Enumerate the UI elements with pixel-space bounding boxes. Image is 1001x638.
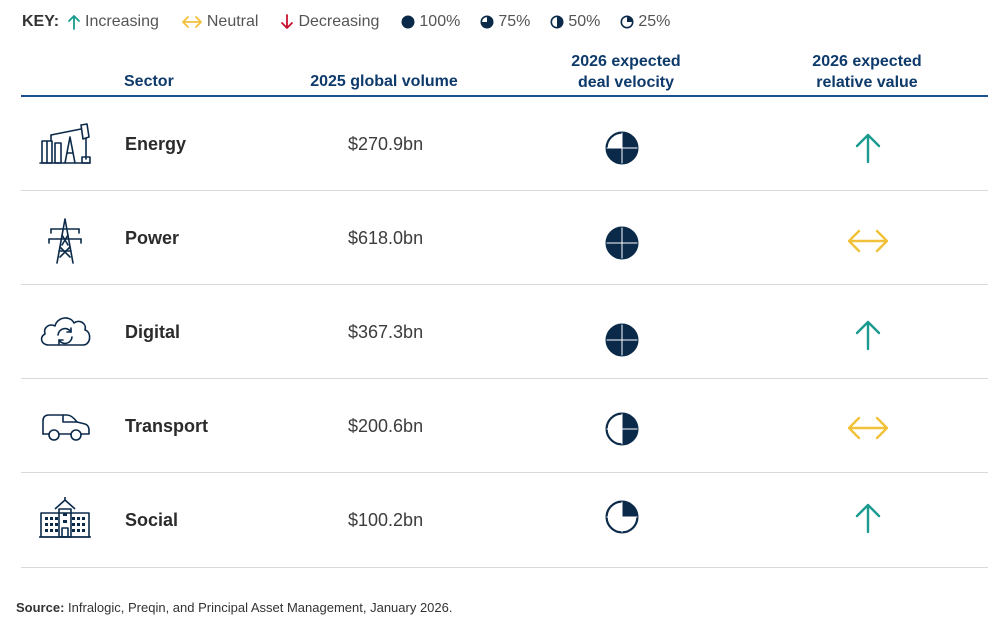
- sector-name: Social: [125, 510, 179, 530]
- pie-100-icon: [401, 15, 415, 29]
- volume-value: $200.6bn: [348, 416, 424, 436]
- header-velocity: 2026 expected deal velocity: [546, 51, 706, 93]
- relative-value-arrow: [855, 320, 881, 351]
- key-item-neutral: Neutral: [181, 13, 259, 31]
- pie-dividers: [606, 324, 638, 356]
- volume-value: $270.9bn: [348, 134, 424, 154]
- header-value-line2: relative value: [816, 74, 918, 91]
- row-divider: [21, 284, 988, 285]
- relative-value-arrow: [847, 229, 889, 253]
- arrow-up-icon: [855, 320, 881, 351]
- source-label: Source:: [16, 600, 65, 615]
- header-sector: Sector: [124, 73, 174, 90]
- key-item-75: 75%: [480, 13, 530, 31]
- row-divider: [21, 378, 988, 379]
- power-pylon-icon: [48, 218, 82, 264]
- arrow-left-right-icon: [181, 16, 202, 28]
- volume-value: $367.3bn: [348, 322, 424, 342]
- arrow-up-icon: [855, 503, 881, 534]
- header-relative-value: 2026 expected relative value: [787, 51, 947, 93]
- sector-name: Power: [125, 228, 180, 248]
- key-item-25: 25%: [620, 13, 670, 31]
- pie-dividers: [606, 501, 638, 533]
- pie-ring: [401, 15, 415, 29]
- header-rule: [21, 95, 988, 97]
- key-label-50: 50%: [568, 13, 601, 30]
- velocity-pie: [605, 226, 639, 260]
- pie-dividers: [606, 227, 638, 259]
- legend-key: KEY: Increasing Neutral Decreasing 100% …: [22, 11, 690, 33]
- pie-25-icon: [620, 15, 634, 29]
- sector-name: Digital: [125, 322, 181, 342]
- row-divider: [21, 472, 988, 473]
- arrow-left-right-icon: [847, 229, 889, 253]
- volume-value: $100.2bn: [348, 510, 424, 530]
- key-title: KEY:: [22, 13, 60, 30]
- building-icon: [39, 497, 91, 538]
- key-item-decreasing: Decreasing: [280, 13, 379, 31]
- velocity-pie: [605, 323, 639, 357]
- key-item-increasing: Increasing: [67, 13, 159, 31]
- key-label-increasing: Increasing: [85, 13, 159, 30]
- row-divider: [21, 567, 988, 568]
- cloud-sync-icon: [40, 317, 91, 346]
- table-row-energy: Energy $270.9bn: [21, 97, 988, 191]
- key-label-100: 100%: [419, 13, 461, 30]
- relative-value-arrow: [847, 416, 889, 440]
- arrow-up-icon: [855, 133, 881, 164]
- table-row-transport: Transport $200.6bn: [21, 379, 988, 473]
- sector-name: Transport: [125, 416, 209, 436]
- source-text: Infralogic, Preqin, and Principal Asset …: [68, 600, 453, 615]
- table-row-social: Social $100.2bn: [21, 473, 988, 568]
- pie-50-icon: [550, 15, 564, 29]
- key-item-100: 100%: [401, 13, 460, 31]
- key-label-decreasing: Decreasing: [298, 13, 380, 30]
- volume-value: $618.0bn: [348, 228, 424, 248]
- velocity-pie: [605, 412, 639, 446]
- pie-dividers: [606, 413, 638, 445]
- key-item-50: 50%: [550, 13, 600, 31]
- header-velocity-line2: deal velocity: [577, 74, 675, 91]
- pie-wedge: [557, 16, 564, 28]
- arrow-left-right-icon: [847, 416, 889, 440]
- table-row-power: Power $618.0bn: [21, 191, 988, 285]
- arrow-down-icon: [281, 14, 294, 29]
- header-velocity-line1: 2026 expected: [571, 53, 681, 70]
- pie-wedge: [627, 16, 634, 22]
- key-label-75: 75%: [498, 13, 531, 30]
- velocity-pie: [605, 131, 639, 165]
- pie-75-icon: [480, 15, 494, 29]
- header-value-line1: 2026 expected: [812, 53, 922, 70]
- arrow-up-icon: [68, 15, 80, 30]
- relative-value-arrow: [855, 503, 881, 534]
- key-label-neutral: Neutral: [206, 13, 259, 30]
- header-volume: 2025 global volume: [310, 73, 458, 90]
- pie-wedge: [481, 16, 494, 28]
- sector-name: Energy: [125, 134, 187, 154]
- velocity-pie: [605, 500, 639, 534]
- source-note: Source: Infralogic, Preqin, and Principa…: [16, 600, 452, 615]
- pie-dividers: [606, 132, 638, 164]
- row-divider: [21, 190, 988, 191]
- table-row-digital: Digital $367.3bn: [21, 285, 988, 379]
- relative-value-arrow: [855, 133, 881, 164]
- oil-pump-icon: [39, 123, 91, 164]
- pie-wedge: [622, 501, 638, 517]
- car-icon: [42, 414, 90, 441]
- key-label-25: 25%: [638, 13, 671, 30]
